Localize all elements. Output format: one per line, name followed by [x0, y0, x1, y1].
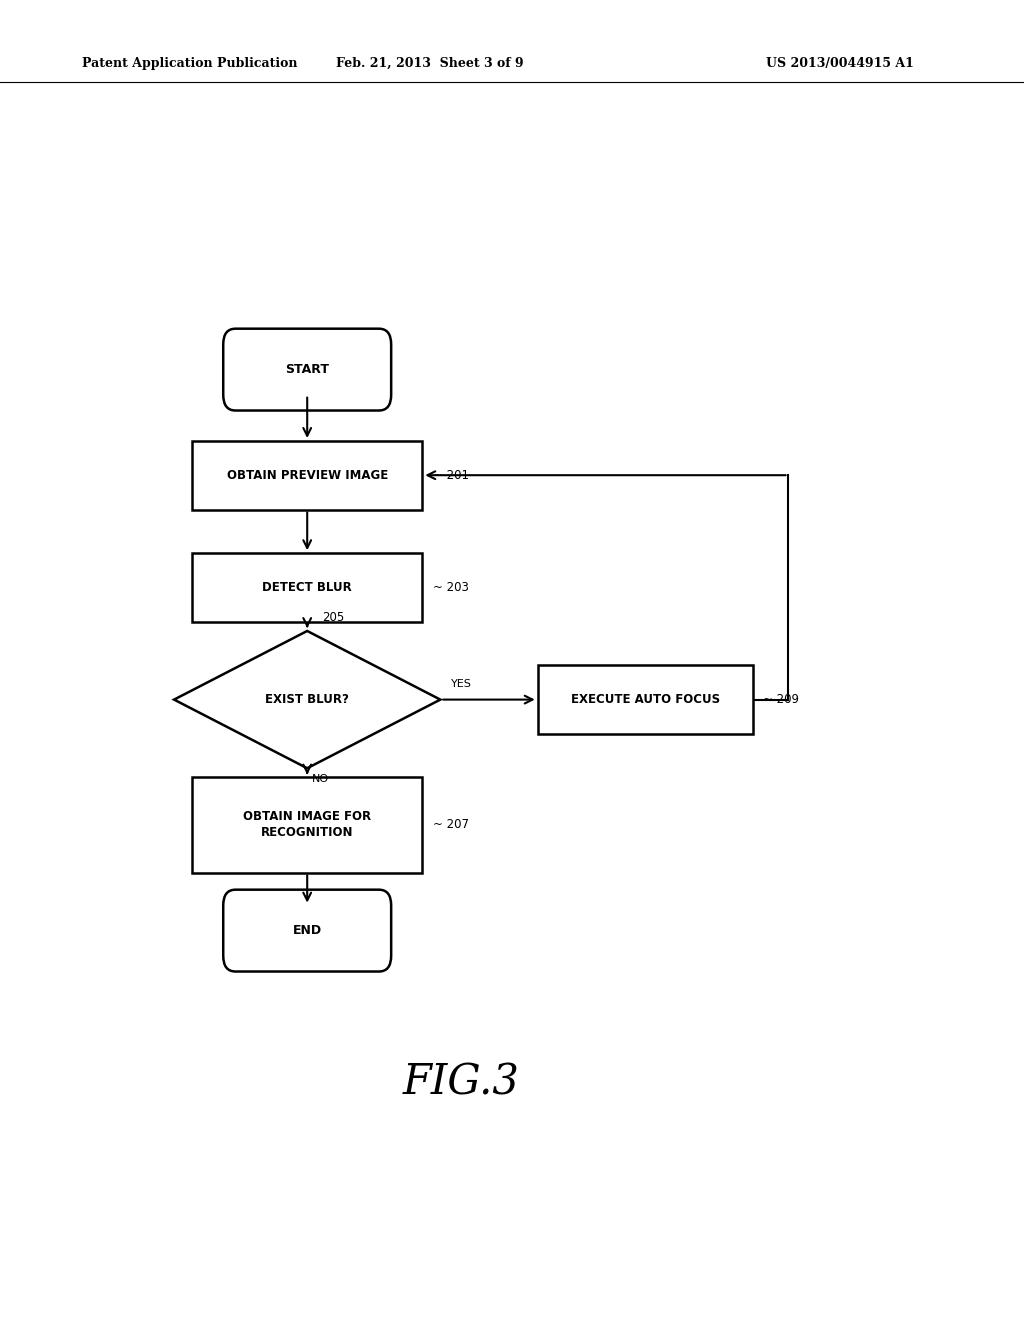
- Bar: [538, 665, 753, 734]
- Text: Feb. 21, 2013  Sheet 3 of 9: Feb. 21, 2013 Sheet 3 of 9: [336, 57, 524, 70]
- Text: FIG.3: FIG.3: [402, 1061, 519, 1104]
- Text: YES: YES: [451, 678, 471, 689]
- Bar: [193, 553, 422, 622]
- Text: EXECUTE AUTO FOCUS: EXECUTE AUTO FOCUS: [570, 693, 720, 706]
- Bar: [193, 777, 422, 873]
- Text: NO: NO: [312, 774, 330, 784]
- Text: DETECT BLUR: DETECT BLUR: [262, 581, 352, 594]
- Text: END: END: [293, 924, 322, 937]
- Text: ~ 201: ~ 201: [432, 469, 469, 482]
- Text: ~ 203: ~ 203: [432, 581, 469, 594]
- Bar: [193, 441, 422, 510]
- Text: OBTAIN IMAGE FOR
RECOGNITION: OBTAIN IMAGE FOR RECOGNITION: [243, 810, 372, 840]
- Polygon shape: [174, 631, 440, 768]
- Text: EXIST BLUR?: EXIST BLUR?: [265, 693, 349, 706]
- FancyBboxPatch shape: [223, 890, 391, 972]
- Text: Patent Application Publication: Patent Application Publication: [82, 57, 297, 70]
- Text: US 2013/0044915 A1: US 2013/0044915 A1: [766, 57, 913, 70]
- Text: ~ 209: ~ 209: [763, 693, 799, 706]
- FancyBboxPatch shape: [223, 329, 391, 411]
- Text: ~ 207: ~ 207: [432, 818, 469, 832]
- Text: START: START: [286, 363, 329, 376]
- Text: 205: 205: [323, 611, 345, 624]
- Text: OBTAIN PREVIEW IMAGE: OBTAIN PREVIEW IMAGE: [226, 469, 388, 482]
